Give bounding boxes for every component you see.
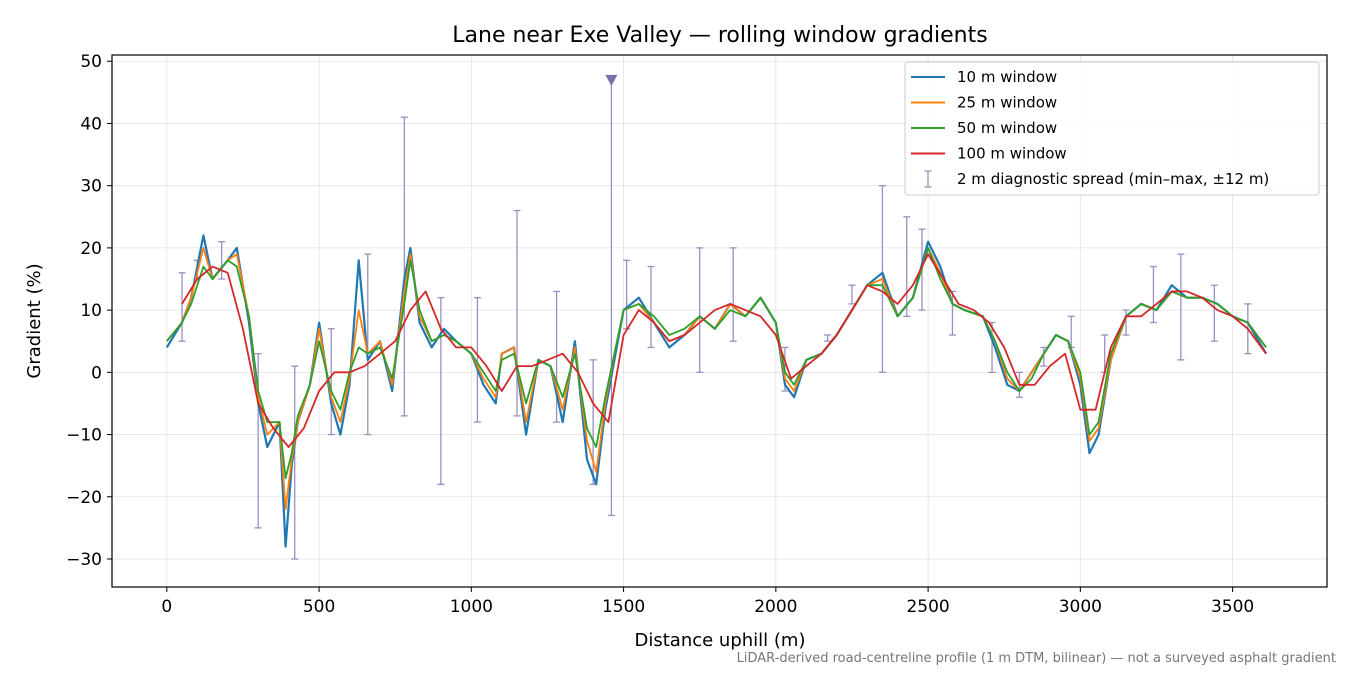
- error-bar: [327, 328, 335, 436]
- x-tick-label: 3500: [1211, 597, 1254, 617]
- x-tick-label: 3000: [1059, 597, 1102, 617]
- y-tick-label: 10: [80, 301, 102, 321]
- error-bar: [1040, 346, 1048, 367]
- y-tick-label: 30: [80, 177, 102, 197]
- error-bar: [254, 353, 262, 529]
- y-tick-label: −20: [66, 488, 102, 508]
- series-lines: [165, 234, 1268, 548]
- legend-entry: 100 m window: [911, 145, 1067, 163]
- error-bar: [473, 297, 481, 423]
- x-tick-label: 2000: [754, 597, 797, 617]
- plot-frame: [111, 54, 1328, 588]
- legend-entry: 25 m window: [911, 94, 1057, 112]
- x-tick-label: 1500: [602, 597, 645, 617]
- y-tick-label: −30: [66, 550, 102, 570]
- y-tick-label: 0: [91, 363, 102, 383]
- error-bar: [824, 334, 832, 342]
- axis-ticks: 0 500 1000 1500 2000 2500 3000 3500 −30 −20 −10 0 10…: [66, 52, 1254, 617]
- x-tick-label: 0: [161, 597, 172, 617]
- legend-label: 100 m window: [957, 145, 1067, 163]
- legend-label: 25 m window: [957, 94, 1057, 112]
- error-bar: [218, 241, 226, 280]
- error-bar: [178, 272, 186, 342]
- y-tick-label: −10: [66, 426, 102, 446]
- error-bar: [1149, 265, 1157, 324]
- error-bar: [400, 116, 408, 417]
- series-line-4: [181, 253, 1267, 448]
- error-bar: [1210, 284, 1218, 342]
- error-bar: [1177, 253, 1185, 361]
- y-tick-label: 40: [80, 114, 102, 134]
- error-bar: [848, 284, 856, 305]
- clipped-marker: [605, 74, 618, 86]
- series-line-3: [166, 246, 1267, 480]
- legend-entry: 50 m window: [911, 119, 1057, 137]
- y-tick-label: 20: [80, 239, 102, 259]
- x-tick-label: 2500: [906, 597, 949, 617]
- x-axis-label: Distance uphill (m): [635, 630, 806, 651]
- chart-footnote: LiDAR-derived road-centreline profile (1…: [736, 651, 1336, 666]
- legend-entry: 2 m diagnostic spread (min–max, ±12 m): [924, 170, 1269, 188]
- error-bar: [364, 253, 372, 436]
- error-bar: [1122, 309, 1130, 336]
- legend-label: 10 m window: [957, 68, 1057, 86]
- error-bar: [696, 247, 704, 373]
- error-bar: [647, 265, 655, 349]
- y-tick-label: 50: [80, 52, 102, 72]
- chart-title: Lane near Exe Valley — rolling window gr…: [452, 23, 987, 48]
- error-bar: [729, 247, 737, 342]
- error-bar: [513, 209, 521, 417]
- x-tick-label: 1000: [450, 597, 493, 617]
- legend-label: 50 m window: [957, 119, 1057, 137]
- legend-box: [904, 61, 1320, 196]
- x-tick-label: 500: [303, 597, 335, 617]
- error-bar: [291, 365, 299, 560]
- legend-label: 2 m diagnostic spread (min–max, ±12 m): [957, 170, 1269, 188]
- error-bar: [903, 216, 911, 317]
- legend: 10 m window 25 m window 50 m window 100 m w…: [904, 61, 1320, 196]
- legend-entry: 10 m window: [911, 68, 1057, 86]
- y-axis-label: Gradient (%): [24, 263, 45, 378]
